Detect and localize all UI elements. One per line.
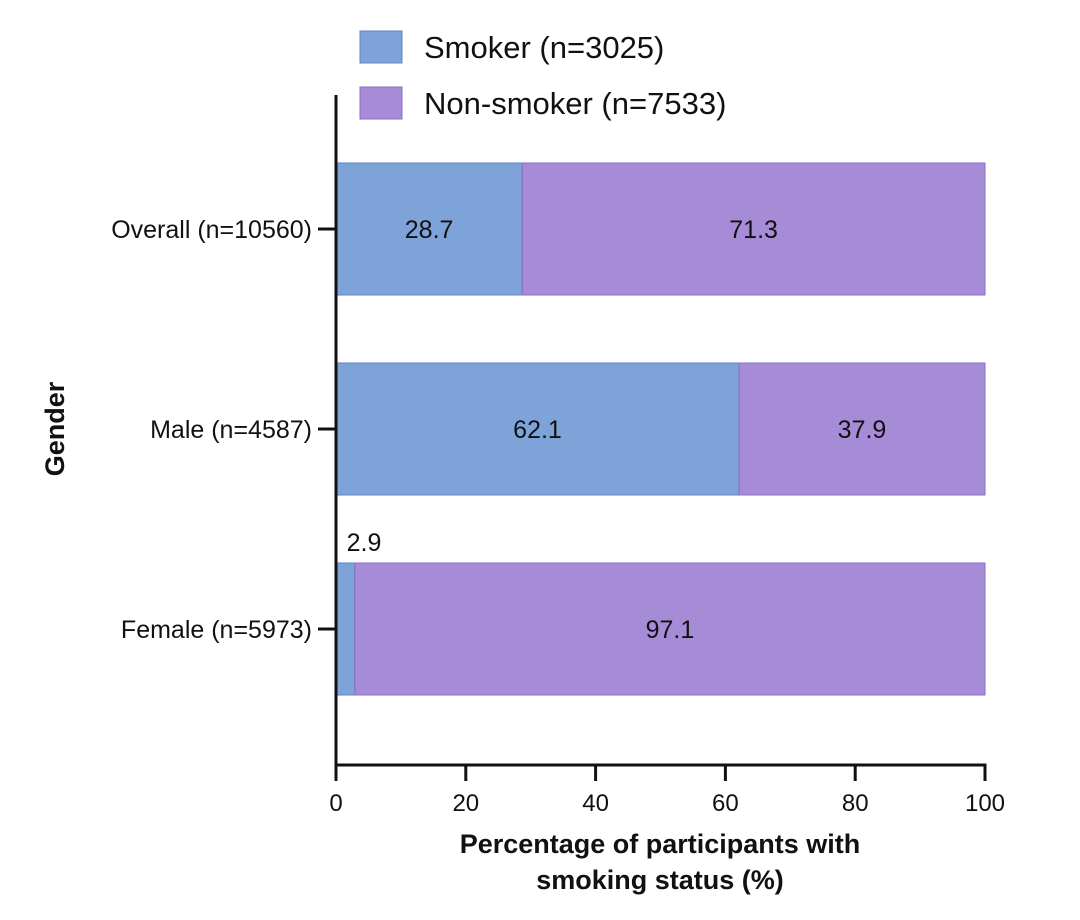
data-label: 2.9	[347, 529, 382, 557]
data-label: 97.1	[646, 616, 695, 644]
bar-smoker-2	[335, 562, 356, 696]
data-label: 62.1	[513, 416, 562, 444]
bar-smoker-1	[335, 362, 740, 496]
axis-titles: Percentage of participants with smoking s…	[40, 381, 860, 895]
legend-label: Non-smoker (n=7533)	[424, 86, 726, 121]
y-axis-title: Gender	[40, 381, 70, 476]
y-tick-label: Female (n=5973)	[121, 616, 312, 644]
data-label: 28.7	[405, 216, 454, 244]
x-axis-title-line: smoking status (%)	[536, 865, 784, 895]
x-tick-label: 0	[329, 790, 342, 817]
y-tick-label: Overall (n=10560)	[111, 216, 312, 244]
bar-smoker-0	[335, 162, 523, 296]
data-label: 37.9	[838, 416, 887, 444]
x-tick-label: 40	[582, 790, 609, 817]
y-tick-label: Male (n=4587)	[150, 416, 312, 444]
bars: 28.7 71.3 62.1 37.9 2.9 97.1	[335, 162, 986, 696]
axes: Overall (n=10560) Male (n=4587) Female (n=…	[111, 95, 1005, 817]
bar-non-smoker-1	[738, 362, 986, 496]
x-tick-label: 100	[965, 790, 1005, 817]
x-tick-label: 80	[842, 790, 869, 817]
x-tick-label: 20	[452, 790, 479, 817]
x-tick-label: 60	[712, 790, 739, 817]
legend-swatch	[359, 30, 403, 64]
legend-swatch	[359, 86, 403, 120]
bar-non-smoker-0	[521, 162, 986, 296]
bar-non-smoker-2	[354, 562, 986, 696]
legend: Smoker (n=3025) Non-smoker (n=7533)	[359, 30, 726, 121]
legend-label: Smoker (n=3025)	[424, 30, 664, 65]
data-label: 71.3	[729, 216, 778, 244]
x-axis-title-line: Percentage of participants with	[460, 829, 861, 859]
